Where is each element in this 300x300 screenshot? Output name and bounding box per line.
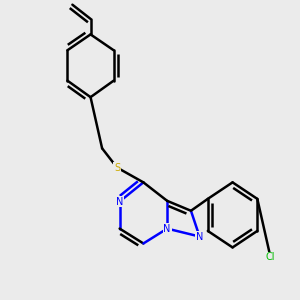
- Text: Cl: Cl: [266, 252, 275, 262]
- Text: N: N: [164, 224, 171, 234]
- Text: N: N: [116, 196, 123, 206]
- Text: N: N: [196, 232, 203, 242]
- Text: S: S: [114, 163, 120, 172]
